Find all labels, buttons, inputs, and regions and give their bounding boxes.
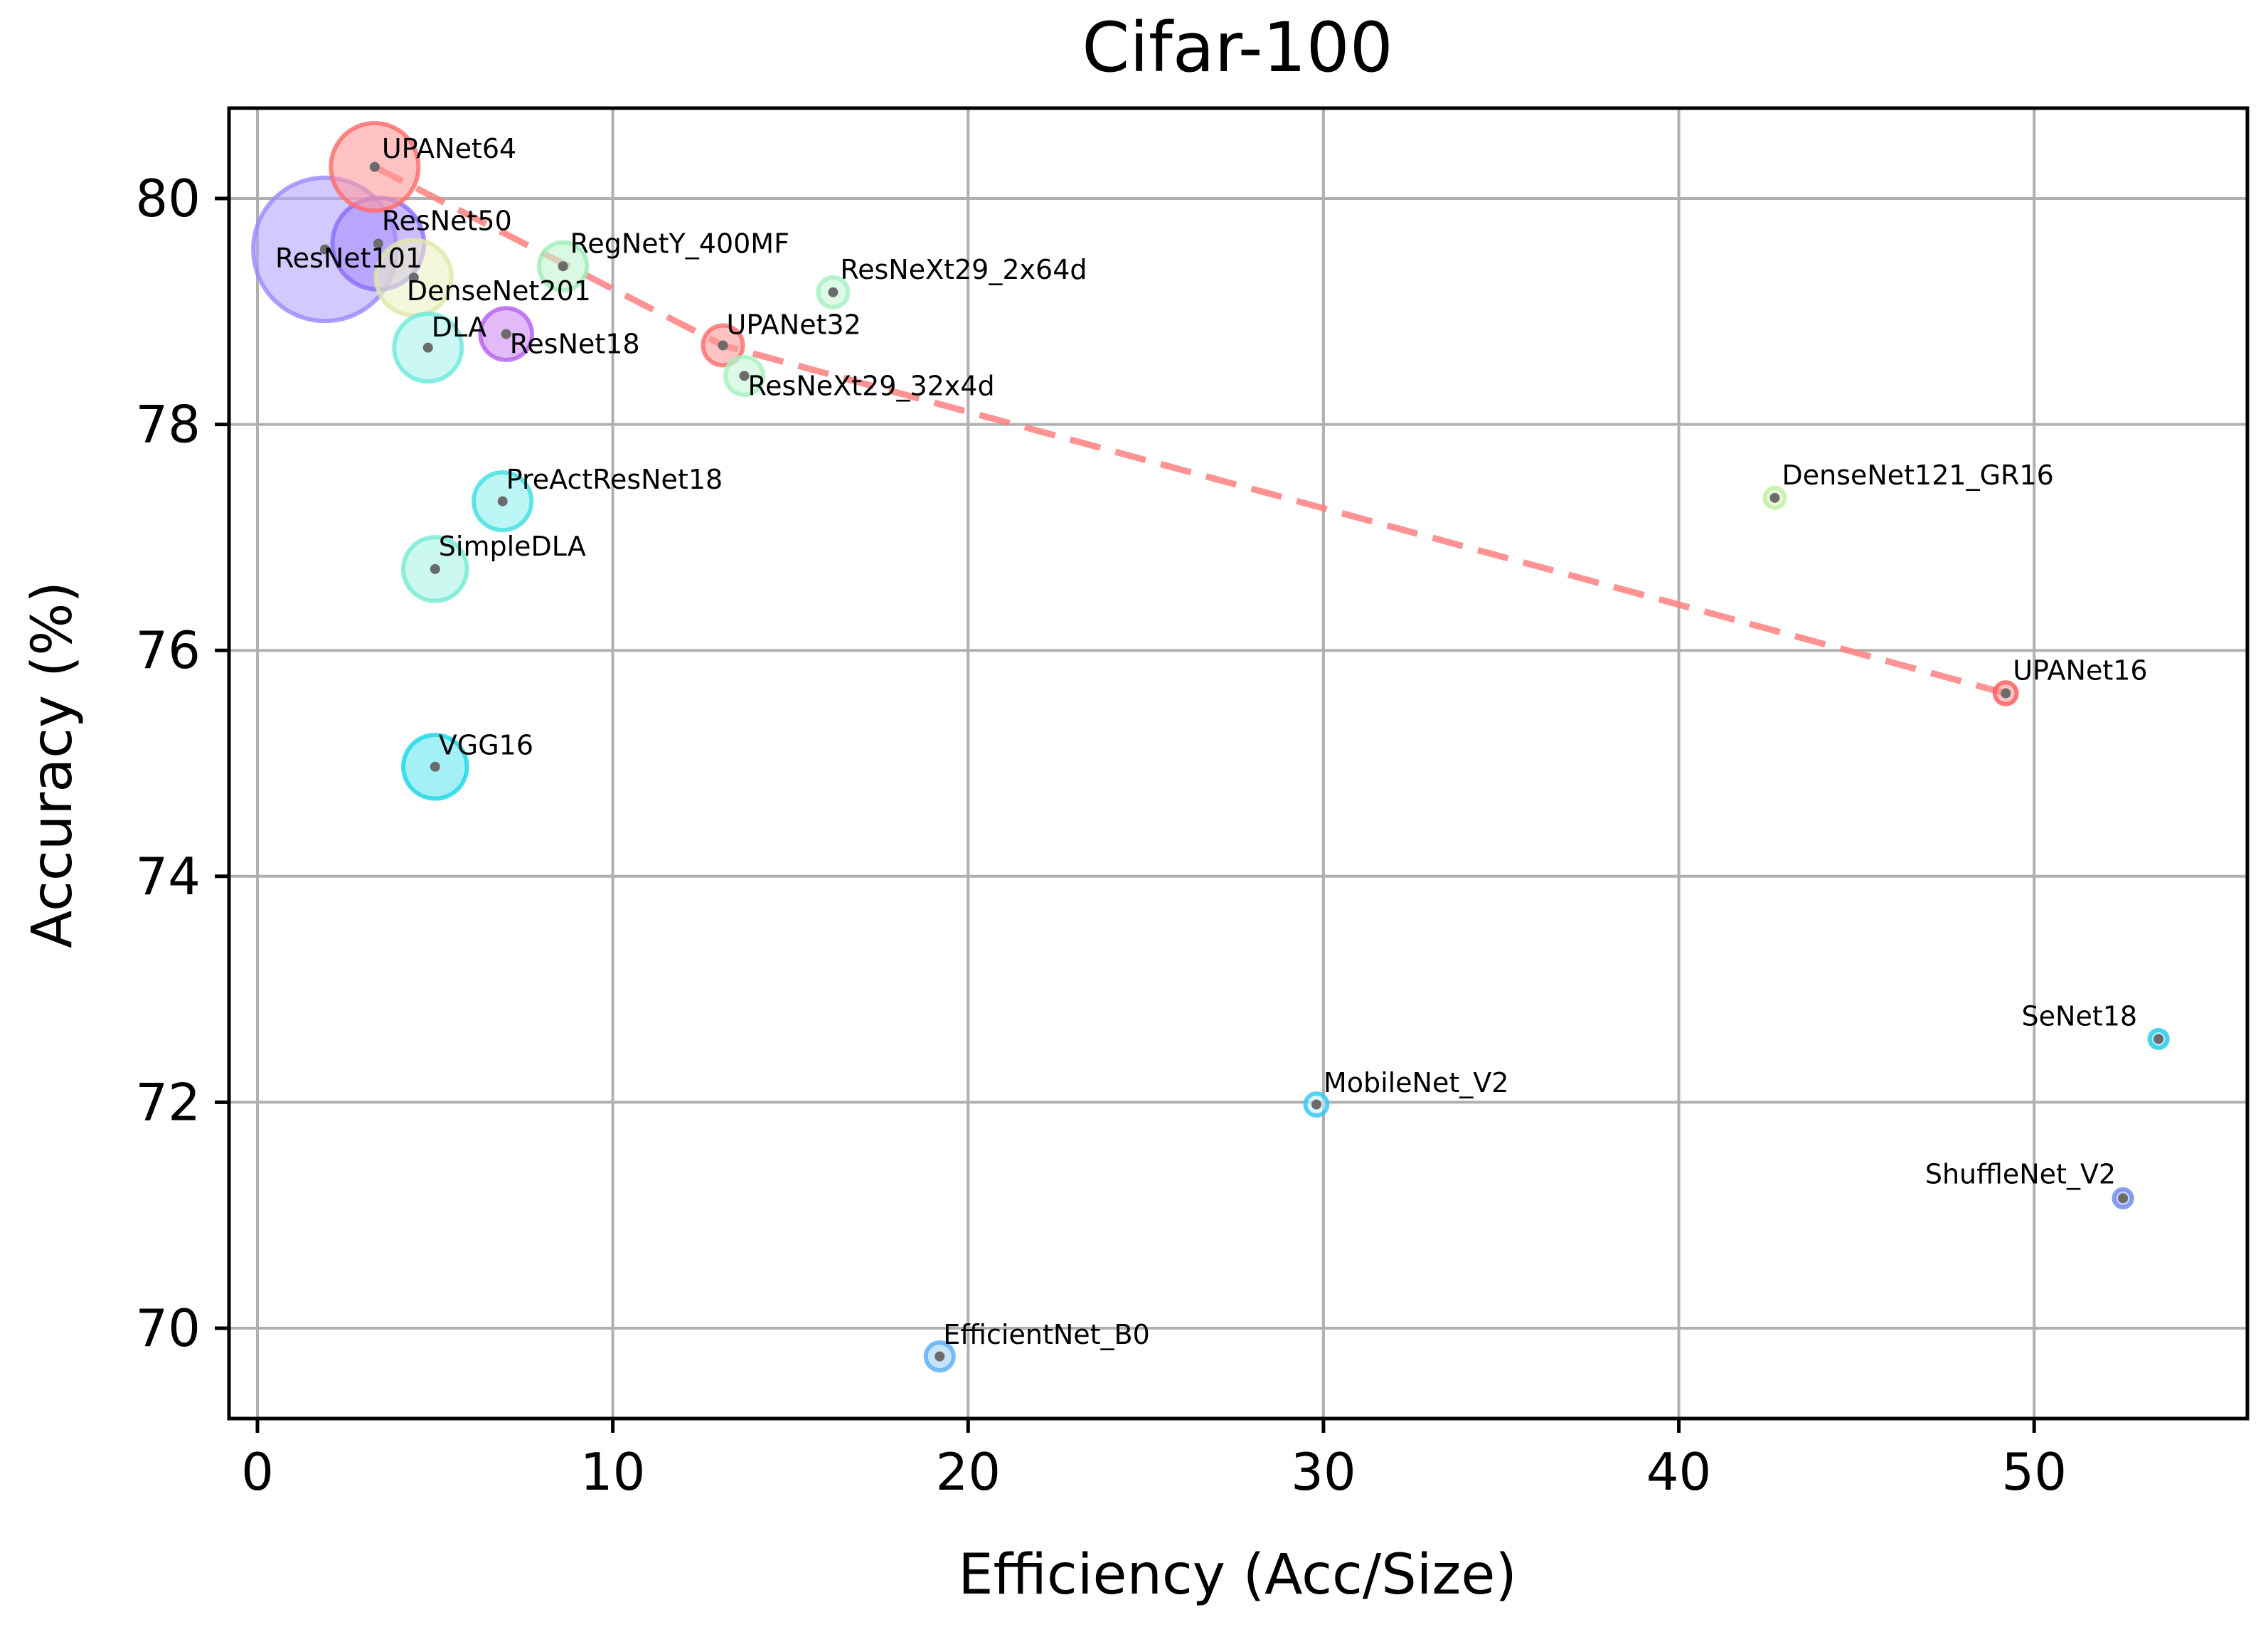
x-tick-label: 0 — [241, 1442, 274, 1502]
y-tick-label: 74 — [135, 847, 201, 906]
label-shufflenet-v2: ShuffleNet_V2 — [1925, 1159, 2116, 1190]
label-upanet32: UPANet32 — [727, 309, 861, 341]
center-dot — [718, 340, 728, 351]
point-labels: UPANet64 ResNet50 ResNet101 RegNetY_400MF Re… — [275, 133, 2148, 1350]
center-dot — [828, 287, 838, 297]
gridlines — [229, 108, 2247, 1419]
point-dla — [392, 312, 464, 384]
point-regnety-400mf — [537, 240, 590, 292]
y-axis-label: Accuracy (%) — [21, 581, 85, 948]
label-dla: DLA — [432, 312, 486, 343]
center-dot — [935, 1351, 945, 1362]
center-dot — [501, 329, 511, 339]
x-axis-label: Efficiency (Acc/Size) — [958, 1543, 1517, 1607]
label-vgg16: VGG16 — [439, 729, 533, 760]
label-resnet18: ResNet18 — [510, 329, 640, 360]
point-resnet18 — [478, 306, 535, 362]
label-regnety-400mf: RegNetY_400MF — [570, 228, 789, 259]
center-dot — [1769, 492, 1780, 503]
center-dot — [373, 238, 383, 249]
y-tick-label: 72 — [135, 1072, 201, 1132]
x-tick-label: 10 — [580, 1442, 646, 1502]
center-dot — [430, 563, 440, 574]
label-preactresnet18: PreActResNet18 — [506, 464, 723, 495]
label-senet18: SeNet18 — [2022, 1000, 2138, 1032]
center-dot — [2153, 1034, 2164, 1044]
label-resnext29-32x4d: ResNeXt29_32x4d — [747, 370, 994, 401]
label-efficientnet-b0: EfficientNet_B0 — [943, 1319, 1150, 1350]
x-tick-label: 30 — [1291, 1442, 1356, 1502]
center-dot — [408, 272, 419, 283]
y-tick-label: 80 — [135, 169, 201, 228]
center-dot — [319, 244, 330, 255]
label-resnet50: ResNet50 — [382, 205, 512, 236]
center-dot — [2118, 1193, 2129, 1204]
label-simpledla: SimpleDLA — [439, 531, 586, 562]
point-upanet32 — [701, 323, 745, 368]
y-tick-label: 70 — [135, 1298, 201, 1358]
label-mobilenet-v2: MobileNet_V2 — [1324, 1067, 1509, 1098]
x-tick-label: 40 — [1646, 1442, 1712, 1502]
point-resnext29-2x64d — [816, 275, 851, 309]
center-dot — [430, 761, 440, 772]
data-points — [251, 120, 2170, 1373]
point-efficientnet-b0 — [923, 1340, 956, 1373]
y-tick-label: 76 — [135, 620, 201, 680]
point-upanet16 — [1992, 680, 2019, 706]
x-tick-label: 20 — [935, 1442, 1001, 1502]
point-vgg16 — [400, 732, 469, 801]
point-upanet64 — [329, 120, 421, 213]
center-dot — [739, 371, 750, 381]
point-densenet121-gr16 — [1762, 485, 1787, 510]
center-dot — [2001, 688, 2011, 699]
center-dot — [422, 342, 433, 353]
x-tick-label: 50 — [2001, 1442, 2067, 1502]
point-simpledla — [400, 535, 469, 603]
point-mobilenet-v2 — [1303, 1091, 1330, 1118]
label-resnext29-2x64d: ResNeXt29_2x64d — [840, 254, 1087, 285]
point-preactresnet18 — [472, 470, 534, 533]
center-dot — [558, 261, 568, 272]
label-upanet64: UPANet64 — [382, 133, 516, 164]
chart-title: Cifar-100 — [1082, 8, 1393, 88]
axis-ticks: 0 10 20 30 40 50 70 72 74 76 78 80 — [135, 169, 2067, 1502]
point-shufflenet-v2 — [2112, 1187, 2134, 1209]
plot-frame — [227, 106, 2250, 1421]
label-resnet101: ResNet101 — [275, 243, 422, 274]
point-resnext29-32x4d — [723, 354, 766, 397]
y-tick-label: 78 — [135, 395, 201, 455]
center-dot — [1311, 1099, 1321, 1110]
center-dot — [369, 161, 380, 172]
point-senet18 — [2147, 1027, 2170, 1051]
label-upanet16: UPANet16 — [2013, 654, 2147, 686]
center-dot — [497, 496, 508, 507]
label-densenet121-gr16: DenseNet121_GR16 — [1782, 460, 2053, 491]
label-densenet201: DenseNet201 — [407, 275, 591, 307]
